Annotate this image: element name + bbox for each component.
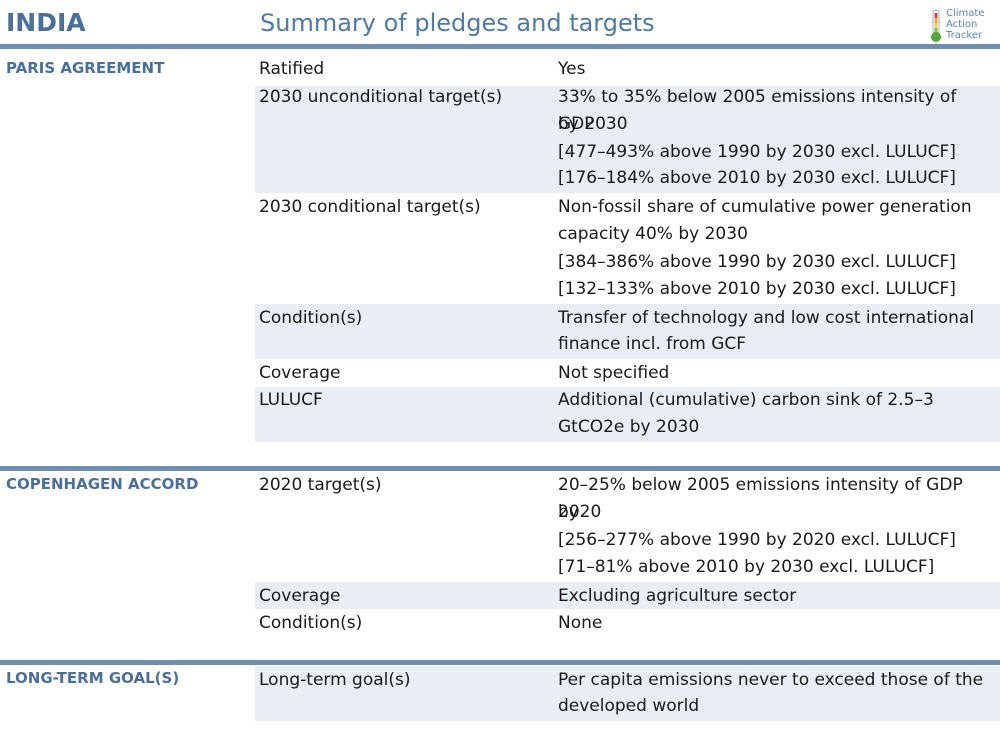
row-value: None	[558, 613, 603, 633]
row-value: Per capita emissions never to exceed tho…	[558, 670, 984, 690]
row-label: Condition(s)	[259, 308, 363, 328]
row-label: 2020 target(s)	[259, 475, 382, 495]
row-value: finance incl. from GCF	[558, 334, 747, 354]
row-value: by 2030	[558, 114, 628, 134]
row-value: Excluding agriculture sector	[558, 586, 797, 606]
section-title-copenhagen: COPENHAGEN ACCORD	[6, 475, 199, 493]
row-band	[255, 582, 1000, 609]
row-value: [256–277% above 1990 by 2020 excl. LULUC…	[558, 530, 956, 550]
logo-line: Climate	[946, 8, 985, 19]
row-value: [132–133% above 2010 by 2030 excl. LULUC…	[558, 279, 956, 299]
row-label: LULUCF	[259, 390, 323, 410]
row-value: 33% to 35% below 2005 emissions intensit…	[558, 87, 957, 134]
row-value: Yes	[558, 59, 586, 79]
row-band	[255, 387, 1000, 442]
row-value: Transfer of technology and low cost inte…	[558, 308, 975, 328]
row-value: Not specified	[558, 363, 670, 383]
page-subtitle: Summary of pledges and targets	[260, 9, 655, 37]
row-value: [176–184% above 2010 by 2030 excl. LULUC…	[558, 168, 956, 188]
row-value: [71–81% above 2010 by 2030 excl. LULUCF]	[558, 557, 935, 577]
row-value: capacity 40% by 2030	[558, 224, 748, 244]
row-band	[255, 304, 1000, 359]
row-value: [384–386% above 1990 by 2030 excl. LULUC…	[558, 252, 956, 272]
row-value: Non-fossil share of cumulative power gen…	[558, 197, 972, 217]
logo-line: Tracker	[946, 30, 983, 41]
logo-line: Action	[946, 19, 978, 30]
page-header: INDIA Summary of pledges and targets Cli…	[0, 0, 1000, 44]
row-value: [477–493% above 1990 by 2030 excl. LULUC…	[558, 142, 956, 162]
climate-action-tracker-logo: Climate Action Tracker	[926, 8, 992, 44]
row-label: Coverage	[259, 586, 341, 606]
section-divider	[0, 44, 1000, 49]
row-label: Long-term goal(s)	[259, 670, 411, 690]
row-value: developed world	[558, 696, 700, 716]
row-label: Ratified	[259, 59, 325, 79]
row-label: 2030 conditional target(s)	[259, 197, 481, 217]
row-value: Additional (cumulative) carbon sink of 2…	[558, 390, 934, 410]
row-value: GtCO2e by 2030	[558, 417, 700, 437]
row-value: 20–25% below 2005 emissions intensity of…	[558, 475, 963, 522]
section-title-paris: PARIS AGREEMENT	[6, 59, 165, 77]
row-value: 2020	[558, 502, 602, 522]
country-title: INDIA	[6, 8, 86, 37]
section-divider	[0, 466, 1000, 471]
row-band	[255, 86, 1000, 193]
row-label: 2030 unconditional target(s)	[259, 87, 503, 107]
row-band	[255, 666, 1000, 721]
thermometer-icon	[931, 9, 941, 42]
row-label: Coverage	[259, 363, 341, 383]
row-label: Condition(s)	[259, 613, 363, 633]
section-divider	[0, 660, 1000, 665]
section-title-long-term: LONG-TERM GOAL(S)	[6, 669, 180, 687]
